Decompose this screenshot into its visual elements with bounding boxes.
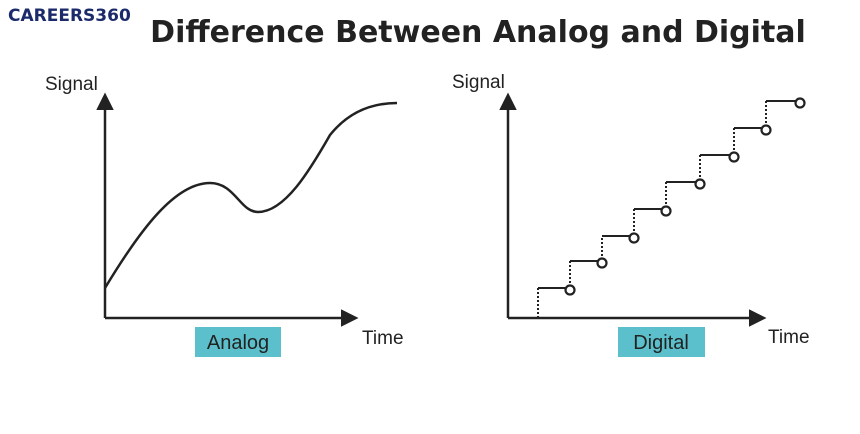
digital-panel: Signal Time Digital — [452, 72, 810, 357]
analog-panel: Signal Time Analog — [45, 74, 404, 357]
caption-box — [195, 327, 281, 357]
y-axis-label: Signal — [45, 74, 98, 95]
x-axis-label: Time — [362, 328, 404, 349]
title: Difference Between Analog and Digital — [150, 15, 806, 50]
analog-curve — [103, 101, 398, 289]
sample-point — [564, 284, 576, 296]
sample-point — [596, 257, 608, 269]
sample-point — [794, 97, 806, 109]
x-axis-label: Time — [768, 327, 810, 348]
caption-box — [618, 327, 705, 357]
caption: Digital — [633, 332, 689, 354]
sample-point — [694, 178, 706, 190]
sample-point — [728, 151, 740, 163]
logo[interactable]: CAREERS360 — [8, 6, 131, 26]
y-axis-label: Signal — [452, 72, 505, 93]
sample-point — [660, 205, 672, 217]
sample-point — [628, 232, 640, 244]
sample-point — [760, 124, 772, 136]
caption: Analog — [207, 332, 269, 354]
